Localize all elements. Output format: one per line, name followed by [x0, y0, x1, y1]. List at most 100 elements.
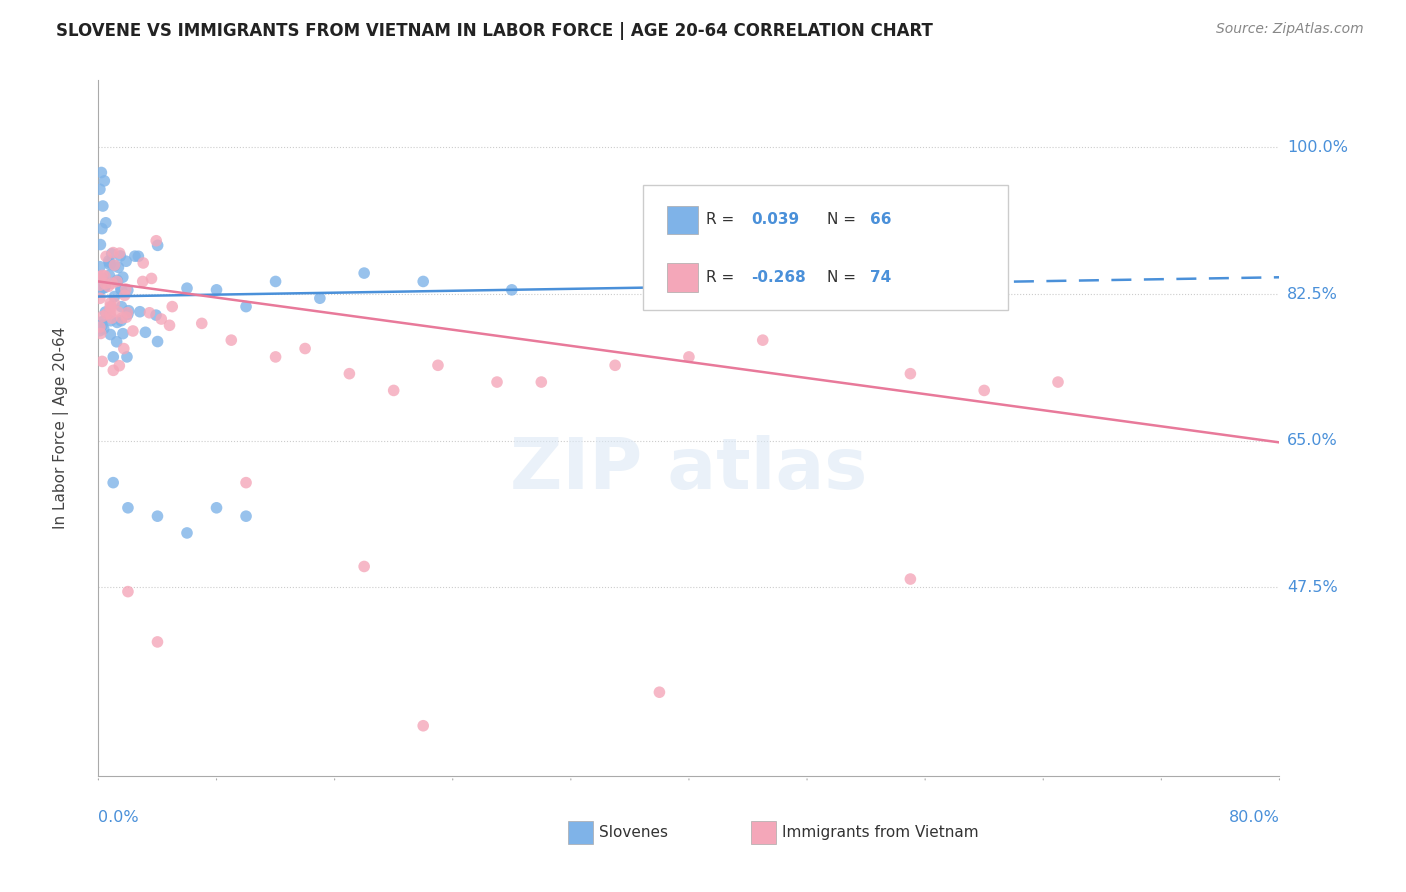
Point: [221, 333, 243, 347]
Point: [105, 275, 128, 289]
Point: [146, 238, 169, 252]
Point: [96, 307, 118, 321]
Point: [103, 258, 125, 272]
Point: [91, 268, 114, 283]
Point: [115, 350, 138, 364]
Point: [90, 315, 112, 329]
Point: [93, 321, 115, 335]
Point: [427, 359, 450, 373]
Point: [89, 320, 111, 334]
Point: [94, 268, 117, 283]
Point: [101, 277, 124, 291]
Point: [382, 384, 405, 398]
Point: [94, 305, 117, 319]
Point: [89, 237, 111, 252]
Point: [235, 300, 257, 314]
Point: [105, 275, 128, 289]
Text: Source: ZipAtlas.com: Source: ZipAtlas.com: [1216, 22, 1364, 37]
Point: [117, 584, 139, 599]
Point: [235, 475, 257, 490]
Point: [101, 311, 124, 326]
Point: [132, 256, 155, 270]
Text: N =: N =: [827, 270, 860, 285]
Point: [117, 306, 139, 320]
Point: [176, 281, 198, 295]
Point: [124, 249, 146, 263]
Point: [205, 283, 228, 297]
Point: [117, 307, 139, 321]
Point: [89, 324, 111, 338]
Point: [132, 275, 155, 289]
Point: [112, 342, 135, 356]
Point: [138, 306, 160, 320]
Point: [108, 246, 131, 260]
Text: SLOVENE VS IMMIGRANTS FROM VIETNAM IN LABOR FORCE | AGE 20-64 CORRELATION CHART: SLOVENE VS IMMIGRANTS FROM VIETNAM IN LA…: [56, 22, 934, 40]
Point: [100, 327, 122, 342]
Point: [103, 289, 125, 303]
Point: [89, 284, 111, 298]
Point: [90, 221, 112, 235]
Point: [146, 509, 169, 524]
Point: [105, 315, 128, 329]
Point: [191, 317, 214, 331]
Point: [110, 300, 132, 314]
Point: [111, 326, 134, 341]
Point: [91, 281, 114, 295]
Point: [100, 247, 122, 261]
Text: 66: 66: [870, 212, 891, 227]
Point: [115, 310, 138, 325]
Text: Slovenes: Slovenes: [599, 825, 668, 840]
Text: R =: R =: [706, 212, 740, 227]
Point: [91, 354, 114, 368]
Point: [103, 363, 125, 377]
Point: [146, 334, 169, 349]
Point: [1046, 375, 1070, 389]
Point: [89, 260, 111, 274]
Point: [90, 326, 112, 341]
Point: [117, 303, 139, 318]
Point: [486, 375, 509, 389]
Point: [94, 278, 117, 293]
Point: [145, 234, 167, 248]
Point: [117, 500, 139, 515]
Point: [105, 334, 128, 349]
Text: ZIP atlas: ZIP atlas: [510, 435, 868, 504]
Point: [89, 271, 111, 285]
Point: [159, 318, 181, 333]
Point: [501, 283, 523, 297]
Point: [93, 174, 115, 188]
Point: [353, 266, 375, 280]
Point: [89, 278, 111, 293]
Point: [205, 500, 228, 515]
Point: [110, 249, 132, 263]
Point: [103, 259, 125, 273]
Point: [97, 254, 120, 268]
Text: R =: R =: [706, 270, 740, 285]
Point: [294, 342, 316, 356]
Point: [114, 288, 136, 302]
Point: [117, 283, 139, 297]
Point: [101, 245, 124, 260]
Point: [94, 277, 117, 291]
Point: [127, 249, 149, 263]
Text: 80.0%: 80.0%: [1229, 810, 1279, 824]
Point: [98, 296, 121, 310]
Point: [103, 296, 125, 310]
Point: [91, 318, 114, 333]
Point: [128, 304, 150, 318]
Text: 100.0%: 100.0%: [1286, 140, 1348, 155]
Point: [235, 509, 257, 524]
Point: [98, 300, 121, 314]
Point: [309, 291, 332, 305]
Point: [678, 350, 700, 364]
Point: [134, 326, 156, 340]
Point: [146, 635, 169, 649]
Point: [412, 719, 434, 733]
Point: [353, 559, 375, 574]
Text: 74: 74: [870, 270, 891, 285]
Point: [91, 199, 114, 213]
Point: [900, 367, 922, 381]
Point: [412, 275, 434, 289]
Point: [98, 307, 121, 321]
Point: [89, 182, 111, 196]
